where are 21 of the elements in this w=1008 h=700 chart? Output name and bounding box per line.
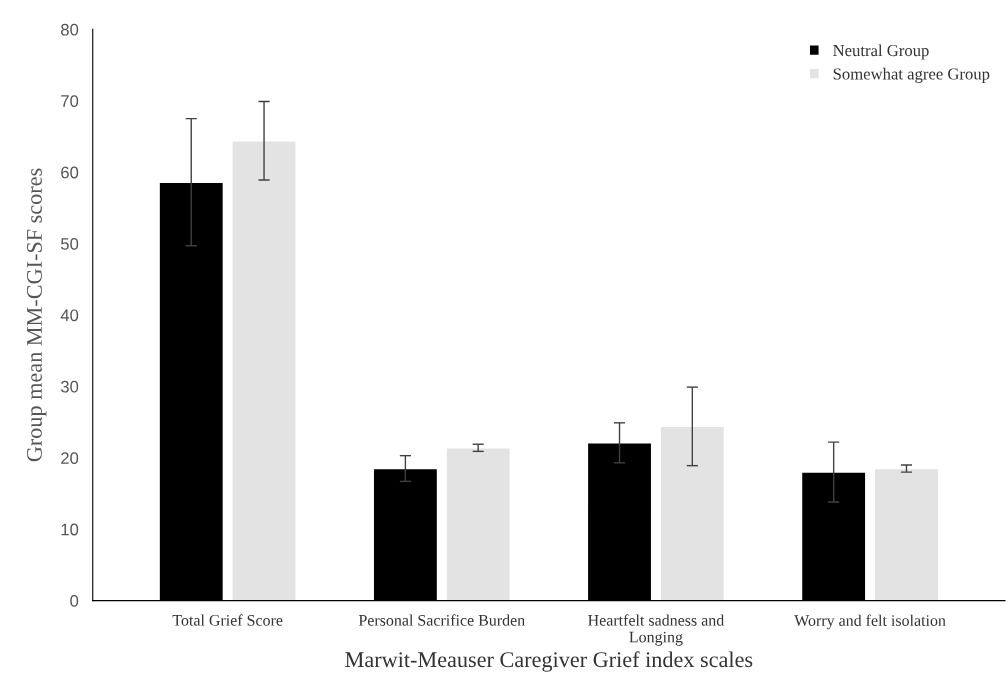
y-tick-label: 0 — [70, 595, 79, 607]
x-axis-title: Marwit-Meauser Caregiver Grief index scales — [345, 651, 753, 672]
legend-label: Neutral Group — [833, 44, 929, 60]
bar — [659, 425, 726, 601]
y-tick-label: 30 — [60, 380, 79, 393]
y-tick-label: 70 — [61, 95, 79, 107]
y-tick-label: 40 — [60, 309, 79, 322]
bar — [873, 467, 940, 601]
x-tick-label: Total Grief Score — [172, 614, 283, 626]
x-tick-label: Personal Sacrifice Burden — [358, 614, 525, 626]
y-tick-label: 50 — [60, 238, 79, 250]
y-axis-title: Group mean MM-CGI-SF scores — [26, 168, 47, 462]
bar — [445, 447, 512, 601]
y-tick-label: 80 — [61, 23, 79, 36]
y-tick-label: 10 — [61, 523, 79, 536]
bar — [231, 140, 297, 601]
x-tick-label: Heartfelt sadness and Longing — [588, 614, 725, 646]
legend-label: Somewhat agree Group — [833, 67, 990, 84]
y-tick-label: 60 — [61, 166, 79, 179]
y-tick-label: 20 — [61, 452, 79, 464]
x-tick-label: Worry and felt isolation — [794, 614, 946, 630]
